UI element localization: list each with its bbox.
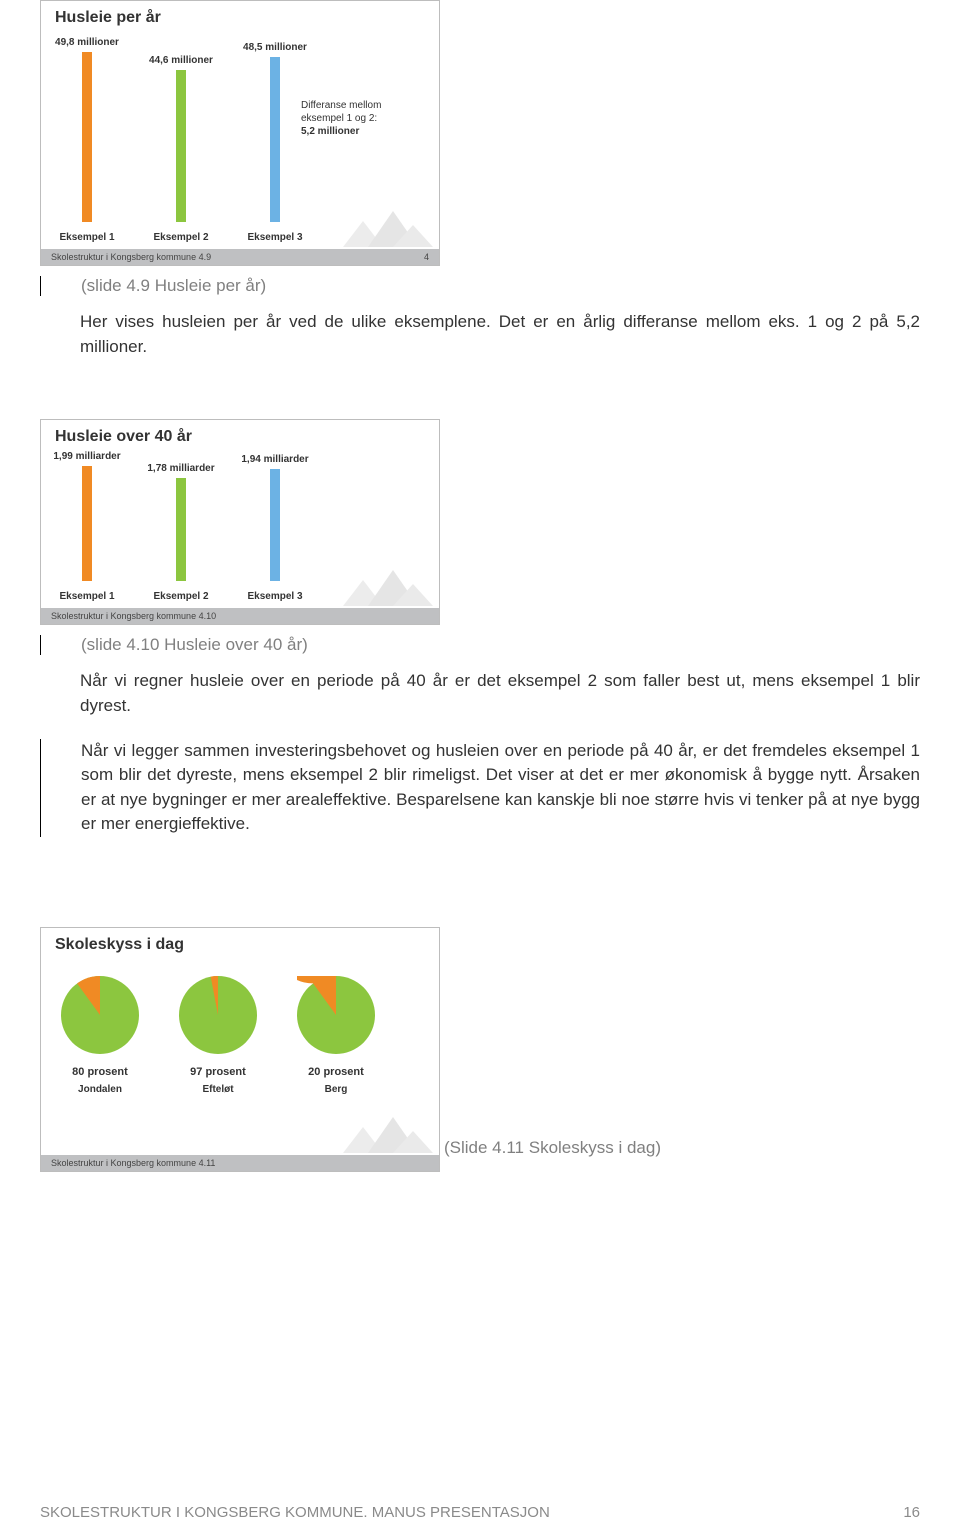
chart1-bar3-rect	[270, 57, 280, 222]
chart3-pie1-pct: 80 prosent	[72, 1066, 128, 1078]
chart2-bar3-value: 1,94 milliarder	[241, 454, 308, 465]
chart1-bar2-value: 44,6 millioner	[149, 55, 213, 66]
chart3-pie1-name: Jondalen	[78, 1084, 122, 1095]
chart1-ann-line2: eksempel 1 og 2:	[301, 112, 381, 125]
decorative-triangles-icon	[343, 1117, 433, 1153]
chart2-bar1-value: 1,99 milliarder	[53, 451, 120, 462]
chart2-bar-3: 1,94 milliarder Eksempel 3	[243, 454, 307, 602]
decorative-triangles-icon	[343, 570, 433, 606]
chart1-footer-left: Skolestruktur i Kongsberg kommune 4.9	[51, 252, 211, 262]
chart2-bar2-rect	[176, 478, 186, 581]
chart1-bar-1: 49,8 millioner Eksempel 1	[55, 37, 119, 243]
page-footer-title: SKOLESTRUKTUR I KONGSBERG KOMMUNE. MANUS…	[40, 1504, 550, 1521]
chart1-bar1-cat: Eksempel 1	[59, 232, 114, 243]
chart2-footer: Skolestruktur i Kongsberg kommune 4.10	[41, 608, 439, 624]
chart1-bar-2: 44,6 millioner Eksempel 2	[149, 55, 213, 243]
pie-icon	[179, 976, 257, 1054]
chart3-pie-3: 20 prosent Berg	[291, 976, 381, 1095]
chart-husleie-per-aar: Husleie per år 49,8 millioner Eksempel 1…	[40, 0, 440, 266]
chart2-bar2-cat: Eksempel 2	[153, 591, 208, 602]
paragraph-3: Når vi legger sammen investeringsbehovet…	[81, 739, 920, 838]
chart1-bar2-rect	[176, 70, 186, 222]
chart2-bar1-rect	[82, 466, 92, 581]
chart2-bar-1: 1,99 milliarder Eksempel 1	[55, 451, 119, 602]
chart3-title: Skoleskyss i dag	[41, 928, 439, 956]
chart1-bar2-cat: Eksempel 2	[153, 232, 208, 243]
chart1-ann-line1: Differanse mellom	[301, 99, 381, 112]
chart2-title: Husleie over 40 år	[41, 420, 439, 448]
chart1-ann-line3: 5,2 millioner	[301, 125, 381, 138]
pie-icon	[297, 976, 375, 1054]
page-footer: SKOLESTRUKTUR I KONGSBERG KOMMUNE. MANUS…	[40, 1504, 920, 1521]
chart2-bar3-rect	[270, 469, 280, 581]
chart1-footer-right: 4	[424, 252, 429, 262]
chart1-annotation: Differanse mellom eksempel 1 og 2: 5,2 m…	[301, 99, 381, 138]
chart-skoleskyss-i-dag: Skoleskyss i dag 80 prosent Jondalen	[40, 927, 440, 1172]
chart-husleie-over-40-aar: Husleie over 40 år 1,99 milliarder Eksem…	[40, 419, 440, 625]
chart3-pie-1: 80 prosent Jondalen	[55, 976, 145, 1095]
chart3-pie2-name: Efteløt	[202, 1084, 233, 1095]
paragraph-2: Når vi regner husleie over en periode på…	[80, 669, 920, 718]
chart1-bar3-cat: Eksempel 3	[247, 232, 302, 243]
chart1-bar-3: 48,5 millioner Eksempel 3	[243, 42, 307, 243]
chart2-footer-left: Skolestruktur i Kongsberg kommune 4.10	[51, 611, 216, 621]
chart3-pie3-pct: 20 prosent	[308, 1066, 364, 1078]
chart1-footer: Skolestruktur i Kongsberg kommune 4.9 4	[41, 249, 439, 265]
chart2-bar3-cat: Eksempel 3	[247, 591, 302, 602]
chart3-footer-left: Skolestruktur i Kongsberg kommune 4.11	[51, 1158, 215, 1168]
chart2-bar1-cat: Eksempel 1	[59, 591, 114, 602]
chart1-bar3-value: 48,5 millioner	[243, 42, 307, 53]
chart3-pies: 80 prosent Jondalen 97 prosent Efteløt	[41, 956, 439, 1105]
caption-slide-4-11: (Slide 4.11 Skoleskyss i dag)	[444, 1138, 661, 1158]
chart1-bar1-rect	[82, 52, 92, 222]
chart1-bar1-value: 49,8 millioner	[55, 37, 119, 48]
chart3-pie2-pct: 97 prosent	[190, 1066, 246, 1078]
pie-icon	[61, 976, 139, 1054]
caption-slide-4-10: (slide 4.10 Husleie over 40 år)	[81, 635, 960, 655]
page-number: 16	[903, 1504, 920, 1521]
decorative-triangles-icon	[343, 211, 433, 247]
chart3-pie3-name: Berg	[325, 1084, 348, 1095]
chart1-title: Husleie per år	[41, 1, 439, 29]
chart2-bar2-value: 1,78 milliarder	[147, 463, 214, 474]
chart3-pie-2: 97 prosent Efteløt	[173, 976, 263, 1095]
chart2-bar-2: 1,78 milliarder Eksempel 2	[149, 463, 213, 602]
paragraph-1: Her vises husleien per år ved de ulike e…	[80, 310, 920, 359]
caption-slide-4-9: (slide 4.9 Husleie per år)	[81, 276, 960, 296]
chart3-footer: Skolestruktur i Kongsberg kommune 4.11	[41, 1155, 439, 1171]
